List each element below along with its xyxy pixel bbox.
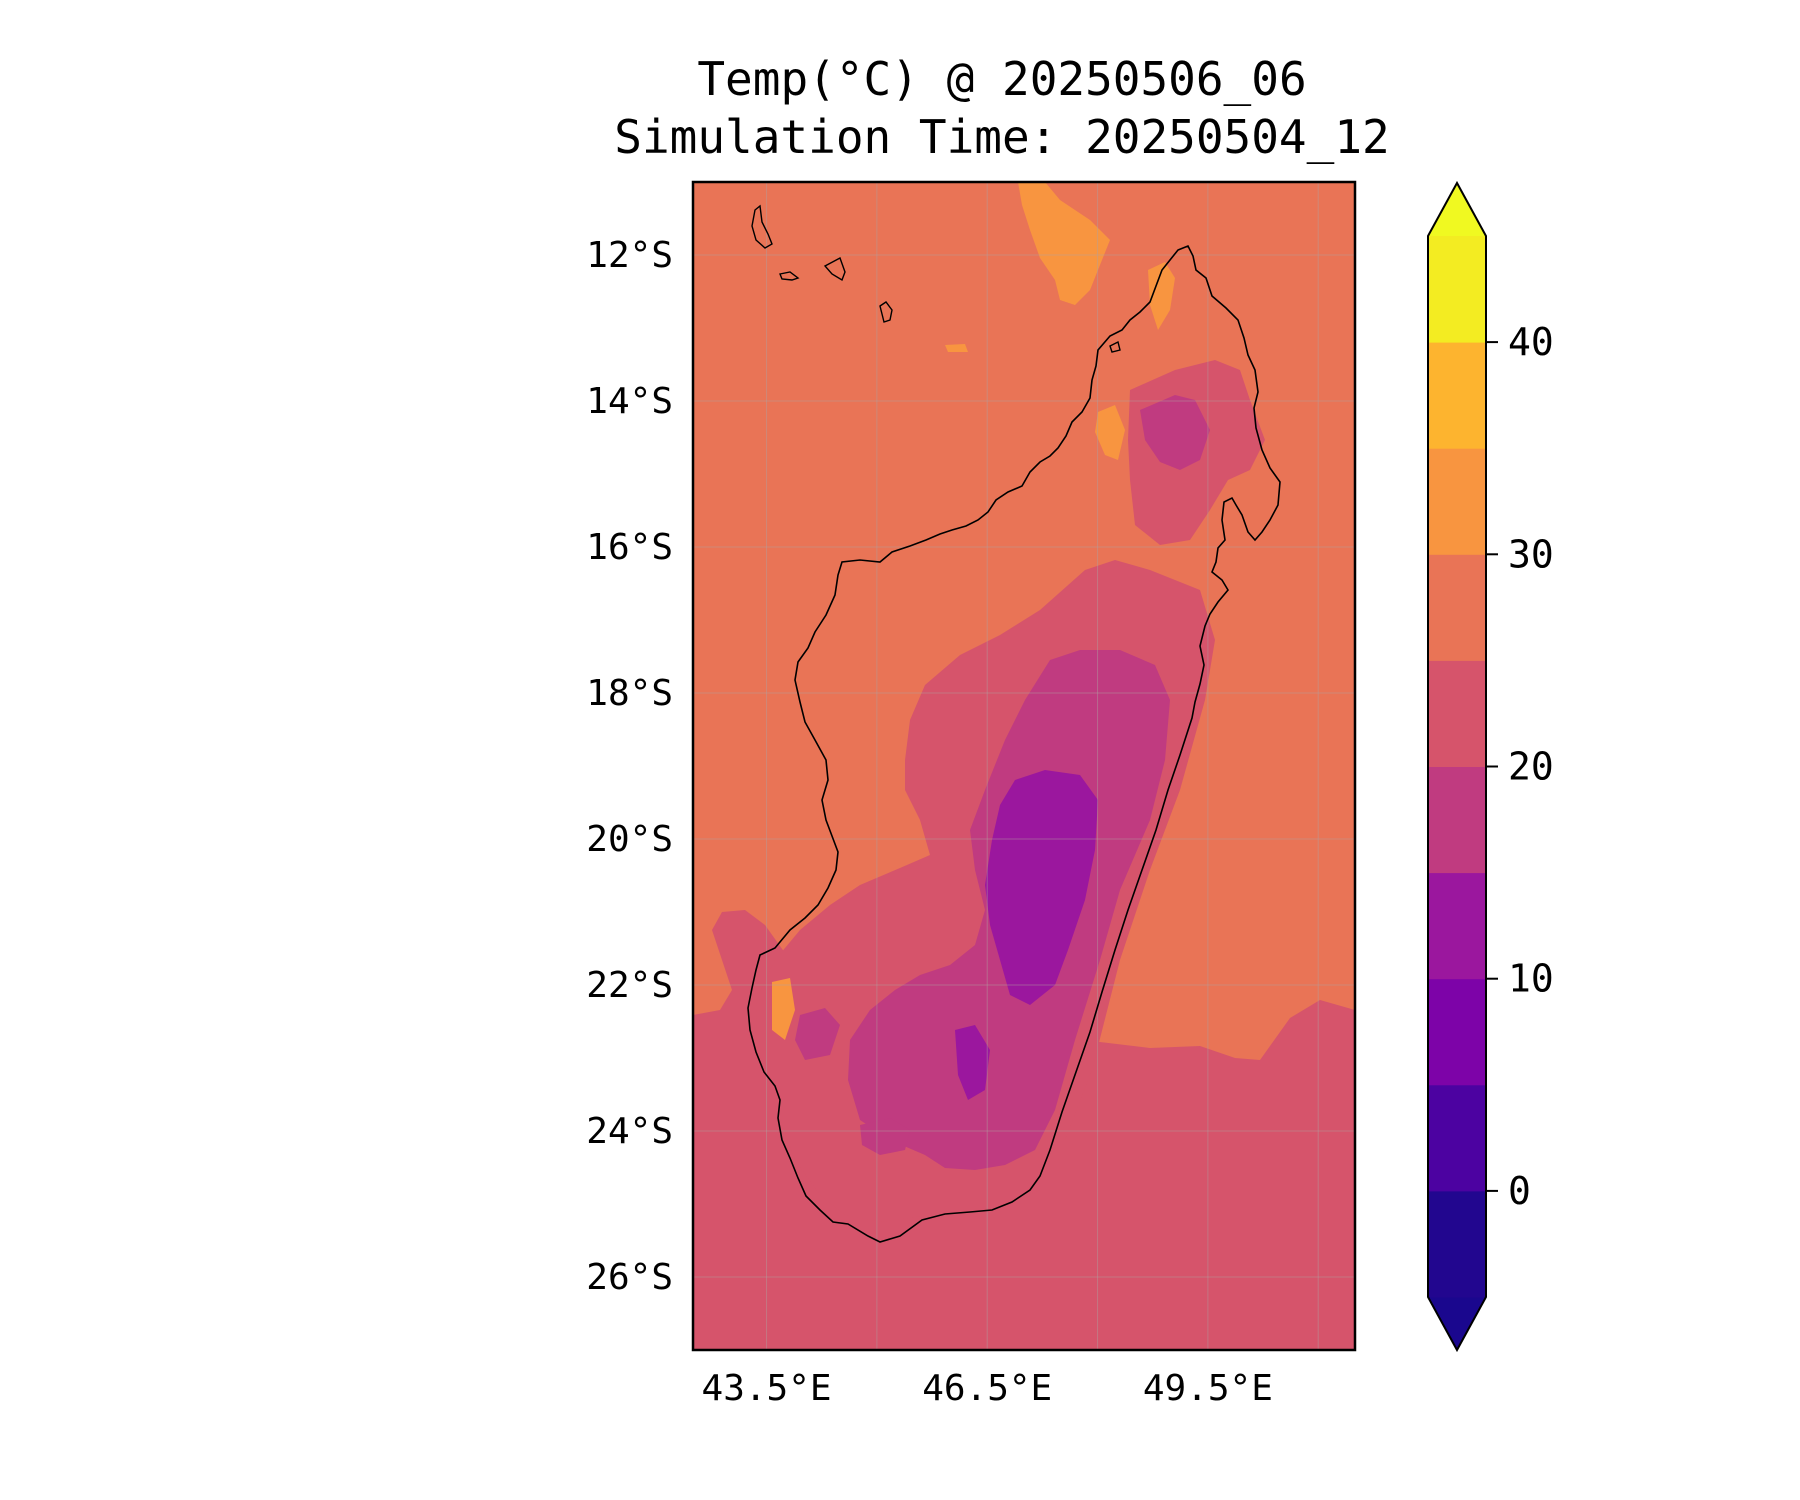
colorbar-band [1428,872,1486,980]
colorbar-tick-label: 10 [1508,957,1554,1001]
island-anjouan [823,257,846,282]
colorbar-band [1428,1190,1486,1298]
ocean-zone-30-35-nw [945,344,968,352]
map-frame [691,180,1357,1352]
latitude-tick-label: 14°S [586,381,673,422]
island-moheli [779,271,800,281]
island-nosy-be [1109,340,1121,353]
gridlines [693,182,1355,1350]
land-zone-southwest-15-20 [795,1008,840,1060]
longitude-tick-label: 49.5°E [1143,1368,1273,1409]
colorbar-band [1428,342,1486,449]
land-zone-south-15-20 [860,1118,910,1155]
longitude-tick-label: 46.5°E [922,1368,1052,1409]
colorbar-extend-min [1428,1297,1486,1350]
ocean-zone-30-35-ne [1148,262,1175,330]
land-zone-south-10-15 [955,1025,990,1100]
land-zone-30-35-sw [772,978,795,1040]
colorbar-band [1428,1084,1486,1192]
colorbar-band [1428,660,1486,767]
colorbar-band [1428,448,1486,555]
colorbar-extend-max [1428,183,1486,236]
colorbar-tick-label: 40 [1508,320,1554,364]
map-subtitle: Simulation Time: 20250504_12 [614,110,1389,164]
colorbar-outline [1427,180,1487,1353]
colorbar: 0 10 20 30 40 [1427,180,1554,1353]
island-grande-comore [751,204,773,249]
colorbar-tick-label: 0 [1508,1169,1531,1213]
land-zone-10-15 [985,770,1098,1005]
land-zone-30-35-north [1095,405,1125,460]
land-zone-north-15-20 [1140,395,1210,470]
island-mayotte [879,301,893,323]
colorbar-band [1428,554,1486,661]
latitude-tick-label: 22°S [586,965,673,1006]
map-title: Temp(°C) @ 20250506_06 [697,52,1306,106]
latitude-tick-label: 20°S [586,819,673,860]
colorbar-band [1428,236,1486,343]
colorbar-tick-label: 20 [1508,745,1554,789]
longitude-labels: 43.5°E 46.5°E 49.5°E [702,1368,1273,1409]
latitude-tick-label: 26°S [586,1257,673,1298]
map-panel [693,182,1355,1350]
colorbar-tick-label: 30 [1508,532,1554,576]
colorbar-band [1428,978,1486,1086]
latitude-tick-label: 24°S [586,1111,673,1152]
latitude-tick-label: 18°S [586,673,673,714]
latitude-tick-label: 12°S [586,235,673,276]
colorbar-band [1428,766,1486,874]
latitude-tick-label: 16°S [586,527,673,568]
madagascar-coastline [747,244,1281,1243]
ocean-zone-30-35-north [1018,182,1110,305]
latitude-labels: 12°S 14°S 16°S 18°S 20°S 22°S 24°S 26°S [586,235,673,1298]
longitude-tick-label: 43.5°E [702,1368,832,1409]
